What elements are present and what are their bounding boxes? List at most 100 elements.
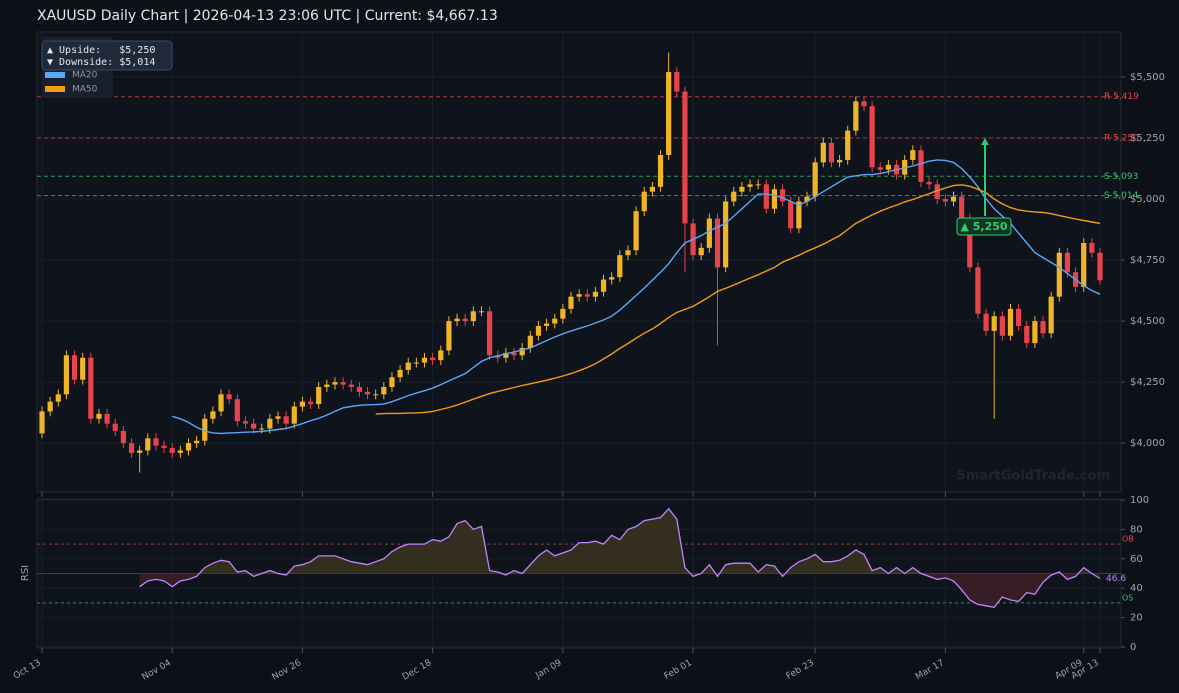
candle-body bbox=[454, 318, 460, 322]
candle-body bbox=[535, 325, 542, 336]
candle-body bbox=[96, 413, 102, 419]
candle-body bbox=[218, 394, 224, 412]
candle-body bbox=[820, 142, 826, 163]
candle-body bbox=[421, 357, 428, 363]
candle-body bbox=[1048, 296, 1054, 334]
y-tick-label: $4,250 bbox=[1130, 377, 1165, 388]
candle-body bbox=[430, 357, 436, 361]
candle-body bbox=[267, 418, 273, 429]
candle-body bbox=[812, 162, 818, 197]
candle-body bbox=[600, 279, 607, 292]
candle-body bbox=[389, 377, 395, 388]
candle-body bbox=[845, 130, 851, 160]
candle-body bbox=[251, 423, 257, 429]
candle-body bbox=[1032, 321, 1038, 344]
candle-body bbox=[104, 413, 110, 424]
moving-average-line bbox=[375, 184, 1101, 415]
candle-body bbox=[983, 313, 989, 331]
level-label: OS bbox=[1122, 593, 1133, 602]
candle-body bbox=[991, 316, 997, 331]
candle-body bbox=[926, 181, 932, 185]
y-tick-label: $5,000 bbox=[1130, 194, 1165, 205]
candle-body bbox=[836, 159, 843, 163]
info-box bbox=[41, 40, 173, 71]
level-label: OB bbox=[1122, 535, 1134, 544]
candle-body bbox=[340, 382, 346, 385]
level-label: R 5,419 bbox=[1104, 92, 1139, 102]
candle-body bbox=[763, 184, 769, 209]
y-tick-label: 20 bbox=[1130, 613, 1143, 624]
candle-body bbox=[780, 189, 786, 202]
candle-body bbox=[771, 189, 778, 209]
candle-body bbox=[210, 411, 216, 419]
candle-body bbox=[869, 106, 875, 168]
candle-body bbox=[446, 321, 452, 351]
info-line: ▼ Downside: $5,014 bbox=[47, 57, 155, 68]
candle-body bbox=[80, 357, 86, 380]
candle-body bbox=[234, 399, 240, 422]
candle-body bbox=[519, 347, 525, 356]
candle-body bbox=[584, 294, 590, 297]
candle-body bbox=[1040, 321, 1046, 334]
candle-body bbox=[739, 186, 745, 192]
candle-body bbox=[161, 445, 167, 449]
candle-body bbox=[755, 184, 761, 186]
legend-label: MA50 bbox=[72, 85, 98, 95]
legend-swatch bbox=[45, 72, 65, 78]
candle-body bbox=[316, 387, 322, 405]
rsi-fill-above bbox=[139, 508, 1100, 574]
y-tick-label: $4,000 bbox=[1130, 438, 1165, 449]
level-label: S 5,014 bbox=[1104, 191, 1139, 201]
moving-average-line bbox=[171, 159, 1101, 435]
candle-body bbox=[332, 382, 338, 385]
y-tick-label: 60 bbox=[1130, 554, 1143, 565]
candle-body bbox=[999, 316, 1005, 336]
candle-body bbox=[723, 201, 729, 268]
candle-body bbox=[128, 443, 135, 453]
candle-body bbox=[1064, 252, 1071, 273]
rsi-line bbox=[139, 507, 1101, 609]
candle-body bbox=[934, 184, 940, 200]
y-tick-label: 80 bbox=[1130, 524, 1143, 535]
watermark: SmartGoldTrade.com bbox=[956, 469, 1110, 484]
candle-body bbox=[568, 296, 574, 309]
candle-body bbox=[1016, 308, 1022, 326]
candle-body bbox=[169, 448, 175, 453]
candle-body bbox=[1024, 325, 1030, 344]
rsi-fill-below bbox=[139, 573, 1100, 608]
candle-body bbox=[438, 350, 444, 361]
candle-body bbox=[299, 401, 306, 407]
candle-body bbox=[185, 443, 192, 451]
candle-body bbox=[487, 311, 493, 356]
candle-body bbox=[959, 196, 965, 219]
candle-body bbox=[324, 384, 330, 388]
candle-body bbox=[1089, 242, 1095, 253]
candle-body bbox=[307, 401, 314, 405]
annotation-label: ▲ 5,250 bbox=[960, 220, 1007, 233]
candle-body bbox=[560, 308, 566, 319]
y-tick-label: $4,750 bbox=[1130, 255, 1165, 266]
candle-body bbox=[804, 196, 810, 202]
y-tick-label: $5,500 bbox=[1130, 72, 1165, 83]
candle-body bbox=[503, 352, 509, 358]
candle-body bbox=[1007, 308, 1014, 336]
candle-body bbox=[828, 142, 835, 163]
candle-body bbox=[112, 423, 118, 431]
candle-body bbox=[552, 318, 558, 324]
candle-body bbox=[397, 369, 403, 378]
candle-body bbox=[275, 416, 281, 419]
candle-body bbox=[877, 167, 883, 170]
y-tick-label: 100 bbox=[1130, 495, 1149, 506]
candle-body bbox=[120, 430, 126, 444]
candle-body bbox=[1056, 252, 1062, 297]
y-tick-label: 40 bbox=[1130, 583, 1143, 594]
candle-body bbox=[682, 91, 688, 224]
info-line: ▲ Upside: $5,250 bbox=[47, 45, 155, 56]
candle-body bbox=[853, 101, 859, 131]
candle-body bbox=[462, 318, 468, 322]
candle-body bbox=[291, 406, 297, 424]
candle-body bbox=[71, 355, 78, 380]
y-axis-label: RSI bbox=[20, 565, 31, 581]
candle-body bbox=[364, 391, 371, 395]
candle-body bbox=[63, 355, 70, 395]
